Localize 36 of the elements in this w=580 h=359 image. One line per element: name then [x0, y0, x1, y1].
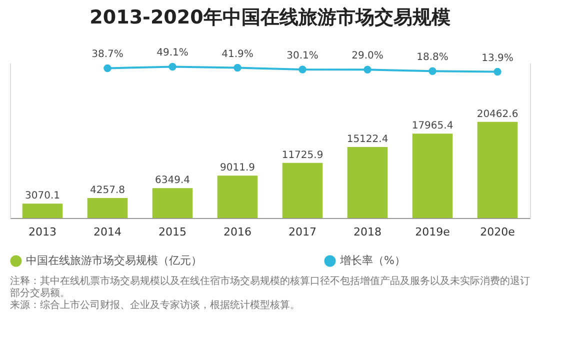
data-label: 29.0%	[352, 50, 384, 62]
x-tick-label: 2017	[288, 226, 316, 238]
x-tick-label: 2019e	[415, 226, 450, 238]
data-label: 9011.9	[220, 162, 255, 174]
bar	[477, 122, 518, 218]
x-tick-label: 2020e	[480, 226, 516, 238]
bar	[87, 198, 128, 218]
chart-title: 2013-2020年中国在线旅游市场交易规模	[90, 6, 450, 29]
text: 注释：其中在线机票市场交易规模以及在线住宿市场交易规模的核算口径不包括增值产品及服务以及未实际消费的退订部分交易额。	[10, 275, 530, 299]
data-label: 49.1%	[156, 48, 188, 59]
data-label: 6349.4	[155, 175, 190, 186]
data-label: 11725.9	[282, 150, 324, 161]
bar	[152, 188, 193, 218]
bar	[412, 134, 453, 218]
x-tick-label: 2016	[224, 226, 252, 238]
x-tick-label: 2014	[94, 226, 122, 238]
data-label: 41.9%	[222, 48, 254, 60]
legend-label: 增长率（%）	[339, 254, 406, 267]
x-tick-label: 2015	[158, 226, 186, 238]
data-label: 20462.6	[476, 108, 518, 120]
data-label: 17965.4	[412, 120, 454, 132]
data-label: 3070.1	[25, 190, 60, 202]
legend-label: 中国在线旅游市场交易规模（亿元）	[26, 254, 202, 267]
data-label: 30.1%	[286, 50, 318, 62]
data-label: 13.9%	[482, 52, 514, 64]
bar	[347, 146, 388, 218]
x-tick-label: 2013	[28, 226, 56, 238]
bar	[22, 204, 63, 218]
bar	[217, 176, 258, 218]
source-note: 来源：综合上市公司财报、企业及专家访谈，根据统计模型核算。	[10, 299, 300, 311]
data-label: 38.7%	[92, 49, 124, 60]
data-label: 4257.8	[90, 185, 125, 196]
data-label: 15122.4	[346, 134, 388, 145]
bar	[282, 162, 323, 218]
data-label: 18.8%	[416, 52, 448, 64]
x-tick-label: 2018	[354, 226, 382, 238]
